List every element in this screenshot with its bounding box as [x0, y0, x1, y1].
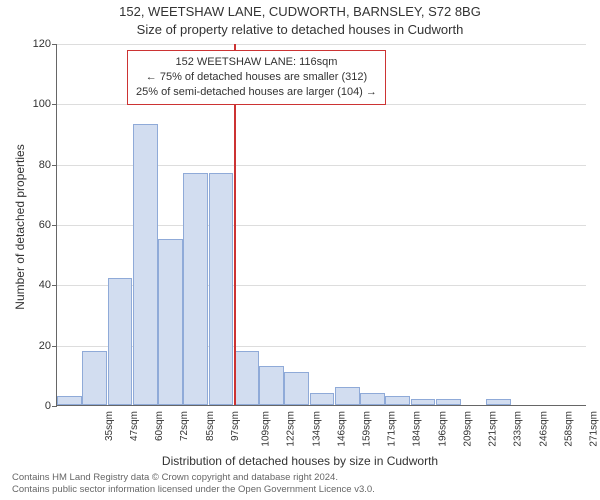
histogram-bar [158, 239, 183, 405]
annotation-line3: 25% of semi-detached houses are larger (… [136, 85, 377, 100]
y-tick-mark [52, 165, 57, 166]
histogram-bar [82, 351, 107, 405]
y-tick-mark [52, 104, 57, 105]
y-tick-label: 20 [39, 340, 51, 352]
y-tick-label: 120 [33, 38, 51, 50]
x-tick-label: 47sqm [129, 411, 140, 441]
x-axis-label: Distribution of detached houses by size … [0, 454, 600, 468]
x-tick-label: 171sqm [387, 411, 398, 447]
y-tick-mark [52, 406, 57, 407]
annotation-line2: ← 75% of detached houses are smaller (31… [136, 70, 377, 85]
x-tick-label: 72sqm [179, 411, 190, 441]
histogram-bar [310, 393, 335, 405]
x-tick-label: 209sqm [463, 411, 474, 447]
histogram-bar [284, 372, 309, 405]
y-tick-label: 0 [45, 400, 51, 412]
annotation-box: 152 WEETSHAW LANE: 116sqm ← 75% of detac… [127, 50, 386, 105]
page-subtitle: Size of property relative to detached ho… [0, 22, 600, 37]
x-tick-label: 97sqm [230, 411, 241, 441]
x-tick-label: 85sqm [205, 411, 216, 441]
gridline [57, 44, 586, 45]
y-tick-label: 60 [39, 219, 51, 231]
x-tick-label: 35sqm [104, 411, 115, 441]
y-tick-mark [52, 225, 57, 226]
footer-line2: Contains public sector information licen… [12, 484, 375, 496]
y-tick-mark [52, 285, 57, 286]
y-tick-label: 80 [39, 159, 51, 171]
footer-line1: Contains HM Land Registry data © Crown c… [12, 472, 375, 484]
x-tick-label: 233sqm [513, 411, 524, 447]
y-axis-label: Number of detached properties [13, 127, 27, 327]
histogram-bar [183, 173, 208, 405]
y-tick-mark [52, 346, 57, 347]
histogram-bar [133, 124, 158, 405]
histogram-bar [486, 399, 511, 405]
x-tick-label: 271sqm [589, 411, 600, 447]
x-tick-label: 159sqm [362, 411, 373, 447]
x-tick-label: 134sqm [311, 411, 322, 447]
x-tick-label: 221sqm [488, 411, 499, 447]
x-tick-label: 258sqm [563, 411, 574, 447]
page-title-address: 152, WEETSHAW LANE, CUDWORTH, BARNSLEY, … [0, 4, 600, 19]
x-tick-label: 246sqm [538, 411, 549, 447]
attribution-footer: Contains HM Land Registry data © Crown c… [12, 472, 375, 496]
histogram-bar [108, 278, 133, 405]
annotation-line1: 152 WEETSHAW LANE: 116sqm [136, 55, 377, 70]
histogram-bar [234, 351, 259, 405]
histogram-plot: 02040608010012035sqm47sqm60sqm72sqm85sqm… [56, 44, 586, 406]
x-tick-label: 146sqm [336, 411, 347, 447]
x-tick-label: 60sqm [154, 411, 165, 441]
x-tick-label: 109sqm [261, 411, 272, 447]
y-tick-label: 100 [33, 98, 51, 110]
histogram-bar [209, 173, 234, 405]
histogram-bar [57, 396, 82, 405]
histogram-bar [335, 387, 360, 405]
x-tick-label: 122sqm [286, 411, 297, 447]
histogram-bar [360, 393, 385, 405]
histogram-bar [411, 399, 436, 405]
histogram-bar [385, 396, 410, 405]
y-tick-mark [52, 44, 57, 45]
x-tick-label: 184sqm [412, 411, 423, 447]
y-tick-label: 40 [39, 279, 51, 291]
histogram-bar [259, 366, 284, 405]
x-tick-label: 196sqm [437, 411, 448, 447]
histogram-bar [436, 399, 461, 405]
